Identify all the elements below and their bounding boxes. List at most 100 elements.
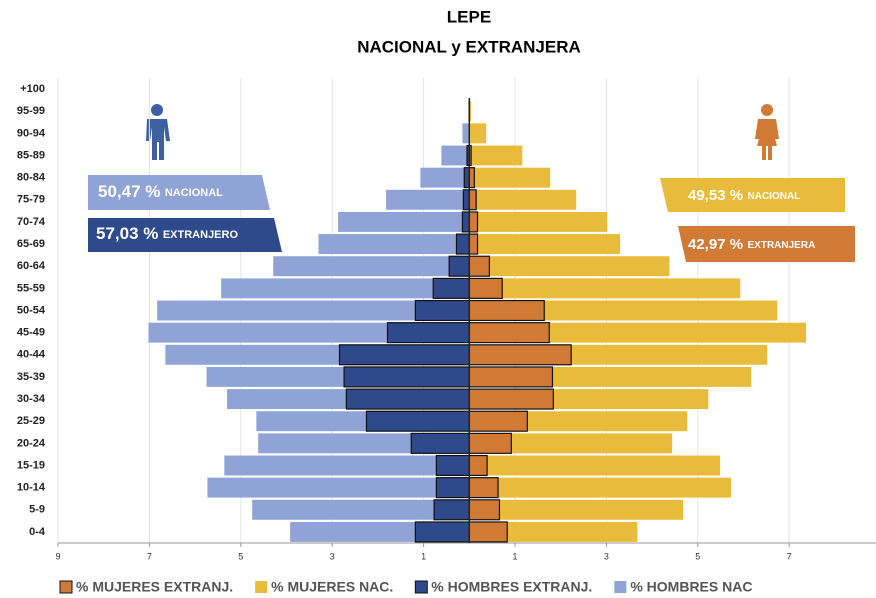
bar bbox=[468, 255, 490, 277]
bar bbox=[414, 521, 470, 543]
banner-amount: 42,97 % bbox=[688, 236, 743, 253]
chart-title: LEPE bbox=[447, 7, 491, 26]
banner-amount: 49,53 % bbox=[688, 187, 743, 204]
bar bbox=[435, 454, 470, 477]
bar bbox=[207, 477, 470, 498]
bar bbox=[469, 499, 684, 520]
bar bbox=[468, 344, 572, 366]
banner-amount: 50,47 % bbox=[98, 182, 160, 201]
bar bbox=[338, 344, 470, 366]
legend-swatch bbox=[59, 580, 73, 594]
male-icon bbox=[146, 104, 170, 160]
banner: 57,03 % EXTRANJERO bbox=[88, 218, 282, 252]
bar bbox=[469, 101, 472, 122]
y-tick-label: 45-49 bbox=[17, 327, 45, 339]
bar bbox=[441, 145, 470, 166]
bar bbox=[468, 499, 501, 521]
bar bbox=[469, 433, 673, 454]
bar bbox=[420, 167, 470, 188]
chart-subtitle: NACIONAL y EXTRANJERA bbox=[357, 37, 581, 56]
bar bbox=[469, 256, 670, 277]
bar bbox=[432, 277, 470, 299]
y-tick-label: 40-44 bbox=[17, 349, 46, 361]
legend-item: % MUJERES EXTRANJ. bbox=[59, 579, 233, 595]
bar bbox=[469, 300, 778, 321]
banner-label: NACIONAL bbox=[748, 191, 801, 202]
y-tick-label: 25-29 bbox=[17, 415, 45, 427]
y-tick-label: 60-64 bbox=[17, 260, 46, 272]
bar bbox=[338, 211, 470, 232]
bar bbox=[448, 255, 470, 277]
y-tick-label: 30-34 bbox=[17, 393, 46, 405]
x-tick-label: 1 bbox=[421, 551, 426, 561]
bar bbox=[469, 234, 621, 255]
bar bbox=[469, 477, 732, 498]
svg-text:49,53 % NACIONAL: 49,53 % NACIONAL bbox=[688, 187, 800, 204]
x-tick-label: 9 bbox=[55, 551, 60, 561]
bar bbox=[461, 211, 470, 233]
bar bbox=[221, 278, 470, 299]
bar bbox=[468, 233, 479, 255]
bar bbox=[469, 145, 523, 166]
bar bbox=[468, 277, 503, 299]
y-tick-label: 15-19 bbox=[17, 459, 45, 471]
legend-swatch bbox=[414, 580, 428, 594]
x-tick-label: 3 bbox=[604, 551, 609, 561]
bar bbox=[386, 189, 470, 210]
x-tick-label: 1 bbox=[512, 551, 517, 561]
bar bbox=[469, 455, 721, 476]
y-tick-label: 55-59 bbox=[17, 282, 45, 294]
bar bbox=[462, 123, 470, 144]
banner: 42,97 % EXTRANJERA bbox=[678, 226, 855, 262]
legend-item: % MUJERES NAC. bbox=[255, 579, 393, 595]
legend-label: % HOMBRES EXTRANJ. bbox=[431, 579, 592, 595]
bar bbox=[468, 299, 545, 322]
bar bbox=[468, 521, 508, 543]
y-tick-label: 10-14 bbox=[17, 482, 46, 494]
y-tick-label: 75-79 bbox=[17, 194, 45, 206]
bar bbox=[468, 410, 528, 432]
x-tick-label: 7 bbox=[147, 551, 152, 561]
bar bbox=[469, 322, 807, 343]
bar bbox=[224, 455, 470, 476]
bar bbox=[468, 167, 475, 189]
bar bbox=[469, 189, 577, 210]
y-tick-label: 95-99 bbox=[17, 105, 45, 117]
y-tick-label: 70-74 bbox=[17, 216, 46, 228]
bar bbox=[343, 366, 470, 388]
legend-item: % HOMBRES EXTRANJ. bbox=[414, 579, 592, 595]
bar bbox=[468, 366, 554, 388]
bar bbox=[468, 432, 512, 454]
y-tick-label: 35-39 bbox=[17, 371, 45, 383]
x-tick-label: 5 bbox=[238, 551, 243, 561]
x-tick-label: 5 bbox=[695, 551, 700, 561]
x-tick-label: 7 bbox=[787, 551, 792, 561]
y-tick-label: +100 bbox=[20, 83, 45, 95]
legend-swatch bbox=[614, 581, 627, 593]
bar bbox=[468, 211, 479, 233]
bar bbox=[157, 300, 470, 321]
bar bbox=[468, 322, 550, 344]
y-tick-label: 85-89 bbox=[17, 149, 45, 161]
legend-label: % MUJERES NAC. bbox=[271, 579, 393, 595]
bar bbox=[273, 256, 470, 277]
svg-text:42,97 % EXTRANJERA: 42,97 % EXTRANJERA bbox=[688, 236, 815, 253]
banner: 49,53 % NACIONAL bbox=[660, 178, 845, 212]
legend-label: % MUJERES EXTRANJ. bbox=[76, 579, 233, 595]
bar bbox=[435, 477, 470, 499]
bar bbox=[469, 521, 638, 542]
bar bbox=[468, 388, 554, 410]
svg-text:57,03 % EXTRANJERO: 57,03 % EXTRANJERO bbox=[96, 224, 238, 243]
banner-amount: 57,03 % bbox=[96, 224, 158, 243]
legend-swatch bbox=[255, 581, 268, 593]
bar bbox=[410, 432, 470, 454]
bar bbox=[433, 499, 470, 521]
bar bbox=[468, 454, 488, 477]
bar bbox=[469, 123, 487, 144]
y-tick-label: 50-54 bbox=[17, 304, 46, 316]
svg-text:50,47 % NACIONAL: 50,47 % NACIONAL bbox=[98, 182, 223, 201]
female-icon bbox=[755, 104, 779, 160]
bar bbox=[252, 499, 470, 520]
bar bbox=[386, 322, 470, 344]
bar bbox=[469, 278, 741, 299]
